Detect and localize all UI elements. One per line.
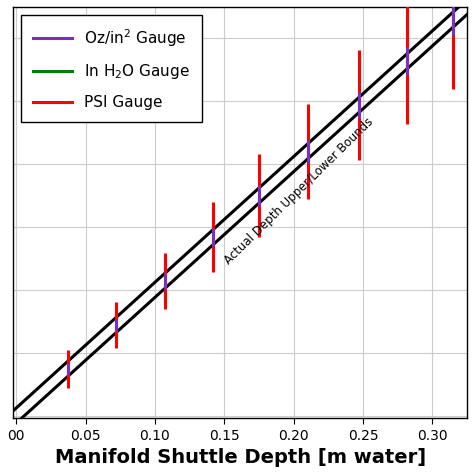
- Text: Actual Depth Upper/Lower Bounds: Actual Depth Upper/Lower Bounds: [222, 116, 376, 267]
- Legend: Oz/in$^2$ Gauge, In H$_2$O Gauge, PSI Gauge: Oz/in$^2$ Gauge, In H$_2$O Gauge, PSI Ga…: [21, 15, 202, 122]
- X-axis label: Manifold Shuttle Depth [m water]: Manifold Shuttle Depth [m water]: [55, 448, 426, 467]
